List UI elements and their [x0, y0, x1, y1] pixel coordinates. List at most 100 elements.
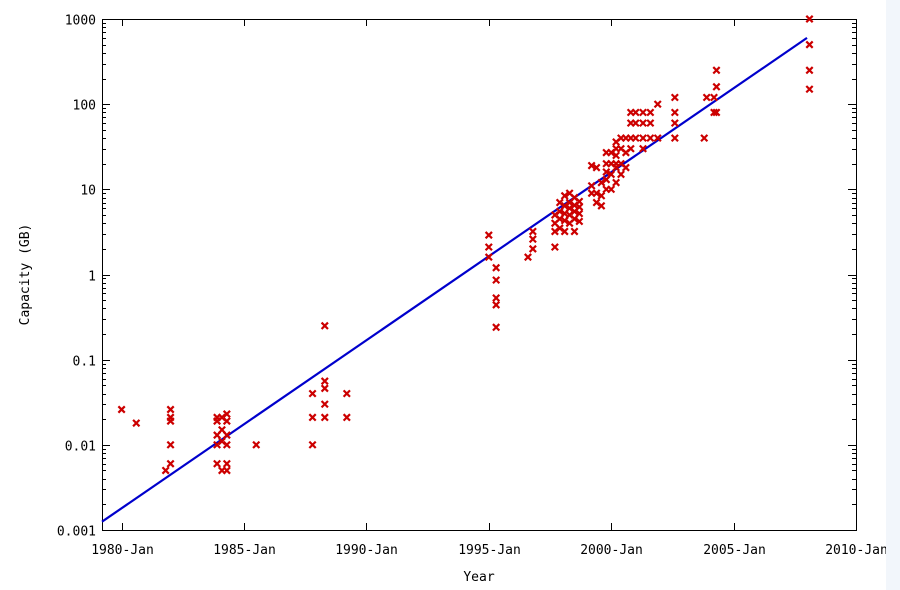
data-point	[612, 178, 621, 187]
data-point	[132, 419, 141, 428]
data-point	[320, 377, 329, 386]
data-point	[712, 66, 721, 75]
data-point	[252, 440, 261, 449]
data-point	[712, 82, 721, 91]
y-axis: 0.001 0.01 0.1 1 10 100 1000	[57, 14, 856, 540]
data-point	[161, 466, 170, 475]
data-point	[222, 417, 231, 426]
data-point	[639, 119, 647, 128]
data-point	[222, 440, 231, 449]
data-point	[308, 389, 317, 398]
data-point	[560, 227, 569, 236]
y-tick-label: 0.01	[65, 440, 96, 455]
trend-line	[101, 36, 808, 523]
data-point	[597, 191, 606, 200]
scatter-points-layer	[117, 15, 814, 475]
data-point	[592, 189, 601, 198]
data-point	[597, 201, 606, 210]
data-point	[320, 321, 329, 330]
x-tick-label: 1985-Jan	[213, 543, 276, 558]
data-point	[570, 227, 579, 236]
data-point	[639, 134, 647, 143]
data-point	[560, 191, 569, 200]
x-tick-label: 1980-Jan	[91, 543, 154, 558]
y-tick-label: 1000	[65, 14, 96, 29]
data-point	[166, 440, 175, 449]
data-point	[308, 440, 317, 449]
data-point	[550, 227, 559, 236]
y-tick-label: 1	[88, 270, 96, 285]
data-point	[592, 198, 601, 207]
data-point	[639, 144, 647, 153]
data-point	[492, 263, 501, 272]
data-point	[222, 431, 231, 440]
data-point	[575, 209, 584, 218]
data-point	[528, 244, 537, 253]
data-point	[117, 405, 126, 414]
data-point	[342, 413, 351, 422]
data-point	[222, 410, 231, 419]
page-margin	[886, 0, 900, 590]
data-point	[592, 163, 601, 172]
data-point	[639, 108, 647, 117]
x-tick-label: 2005-Jan	[703, 543, 766, 558]
x-tick-label: 1990-Jan	[335, 543, 398, 558]
data-point	[646, 119, 655, 128]
data-point	[213, 459, 222, 468]
data-point	[700, 134, 709, 143]
data-point	[670, 119, 679, 128]
data-point	[626, 144, 635, 153]
data-point	[320, 413, 329, 422]
data-point	[617, 170, 625, 179]
data-point	[166, 459, 175, 468]
data-point	[555, 198, 564, 207]
data-point	[710, 108, 718, 117]
data-point	[607, 170, 616, 179]
data-point	[712, 108, 721, 117]
data-point	[646, 108, 655, 117]
data-point	[805, 66, 814, 75]
data-point	[646, 134, 655, 143]
x-tick-label: 2010-Jan	[825, 543, 886, 558]
data-point	[670, 108, 679, 117]
y-tick-label: 100	[73, 99, 96, 114]
data-point	[631, 134, 640, 143]
data-point	[587, 181, 596, 190]
data-point	[528, 235, 537, 244]
data-point	[587, 161, 596, 170]
data-point	[653, 134, 662, 143]
data-point	[805, 85, 814, 94]
data-point	[621, 163, 630, 172]
data-point	[631, 108, 640, 117]
data-point	[523, 253, 532, 262]
trend-line-layer	[101, 36, 808, 523]
data-point	[631, 119, 640, 128]
data-point	[805, 15, 814, 23]
data-point	[320, 400, 329, 409]
data-point	[670, 134, 679, 143]
x-tick-label: 2000-Jan	[580, 543, 643, 558]
data-point	[670, 93, 679, 102]
data-point	[492, 294, 501, 302]
data-point	[710, 93, 718, 102]
x-axis: 1980-Jan 1985-Jan 1990-Jan 1995-Jan 2000-Jan…	[91, 19, 886, 558]
data-point	[484, 243, 493, 252]
data-point	[528, 227, 537, 236]
data-point	[222, 459, 231, 468]
plot-area	[102, 19, 857, 531]
data-point	[597, 178, 606, 187]
y-tick-label: 0.001	[57, 525, 96, 540]
data-point	[575, 217, 584, 226]
data-point	[320, 384, 329, 393]
data-point	[602, 167, 611, 176]
data-point	[805, 40, 814, 49]
data-point	[653, 100, 662, 109]
data-point	[550, 243, 559, 252]
data-point	[492, 276, 501, 285]
data-point	[308, 413, 317, 422]
data-point	[702, 93, 711, 102]
data-point	[612, 151, 621, 160]
data-point	[607, 185, 616, 194]
